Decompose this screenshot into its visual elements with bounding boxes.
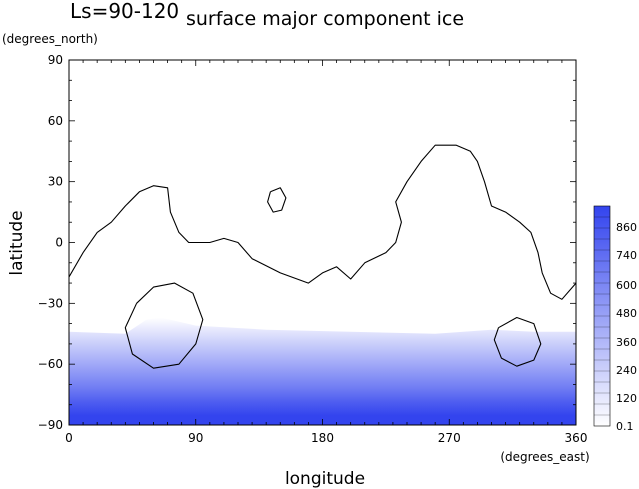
y-tick-label: −30 (38, 296, 63, 310)
colorbar-lines (594, 216, 610, 416)
y-tick-label: 30 (48, 175, 63, 189)
contour-south-west-loop (124, 282, 204, 369)
y-tick-label: 90 (48, 53, 63, 67)
y-tick-label: −90 (38, 418, 63, 432)
x-tick-label: 270 (438, 431, 461, 445)
contour-small-island (267, 187, 287, 213)
ice-field (69, 317, 576, 425)
x-tick-label: 90 (188, 431, 203, 445)
y-tick-label: 60 (48, 114, 63, 128)
chart-subtitle: Ls=90-120 (70, 0, 179, 23)
colorbar-label: 240 (616, 364, 637, 377)
x-units-label: (degrees_east) (500, 450, 589, 464)
colorbar-label: 0.1 (616, 420, 634, 433)
colorbar-label: 480 (616, 307, 637, 320)
colorbar-label: 360 (616, 336, 637, 349)
y-axis-label: latitude (7, 210, 27, 275)
y-ticks: 90 60 30 0 −30 −60 −90 (38, 53, 576, 432)
colorbar-label: 600 (616, 279, 637, 292)
colorbar-label: 860 (616, 221, 637, 234)
x-ticks: 0 90 180 270 360 (65, 60, 587, 445)
contour-group (69, 144, 576, 369)
x-tick-label: 180 (311, 431, 334, 445)
y-units-label: (degrees_north) (2, 32, 98, 46)
colorbar: 860 740 600 480 360 240 120 0.1 (593, 205, 637, 433)
ice-field-group (69, 317, 576, 425)
x-tick-label: 360 (565, 431, 588, 445)
contour-main (69, 144, 576, 300)
x-axis-label: longitude (285, 469, 365, 489)
colorbar-label: 120 (616, 392, 637, 405)
colorbar-label: 740 (616, 249, 637, 262)
y-tick-label: −60 (38, 357, 63, 371)
y-tick-label: 0 (55, 236, 63, 250)
chart-title: surface major component ice (186, 8, 464, 30)
contour-south-east-loop (493, 316, 542, 367)
colorbar-labels: 860 740 600 480 360 240 120 0.1 (616, 221, 637, 433)
x-tick-label: 0 (65, 431, 73, 445)
